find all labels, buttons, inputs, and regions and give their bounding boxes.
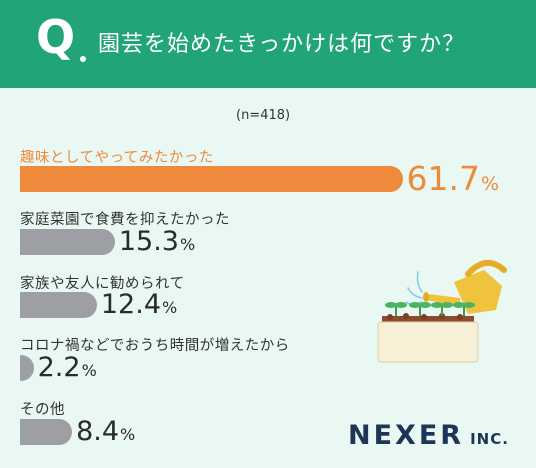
bar-label: コロナ禍などでおうち時間が増えたから (20, 338, 290, 354)
bar-value-label: 61.7% (407, 162, 500, 195)
bar-label: 家族や友人に勧められて (20, 276, 185, 292)
value-number: 8.4 (76, 416, 120, 447)
value-unit: % (162, 298, 178, 317)
planter-box (377, 321, 479, 363)
value-unit: % (481, 173, 500, 195)
q-dot (80, 56, 86, 62)
seedlings (382, 302, 475, 324)
bar-value-label: 2.2% (38, 354, 97, 381)
bar (20, 419, 73, 445)
bar (20, 355, 34, 381)
value-unit: % (179, 235, 196, 254)
bar-label: 家庭菜園で食費を抑えたかった (20, 212, 230, 228)
bar (20, 166, 403, 192)
question-title: 園芸を始めたきっかけは何ですか？ (98, 32, 466, 57)
bar (20, 229, 115, 255)
bar-value-label: 15.3% (119, 228, 195, 255)
value-number: 2.2 (37, 352, 81, 383)
q-mark: Q (36, 10, 76, 64)
value-number: 12.4 (100, 289, 161, 320)
value-number: 61.7 (406, 159, 481, 198)
bar-value-label: 8.4% (76, 418, 135, 445)
bar-value-label: 12.4% (101, 291, 177, 318)
question-header: Q 園芸を始めたきっかけは何ですか？ (0, 0, 536, 88)
value-number: 15.3 (118, 226, 179, 257)
value-unit: % (120, 425, 136, 444)
logo-sub: INC. (470, 430, 509, 448)
logo-main: NEXER (348, 420, 465, 451)
bar-label: その他 (20, 402, 65, 418)
nexer-logo: NEXER INC. (348, 420, 509, 451)
bar (20, 292, 97, 318)
bar-label: 趣味としてやってみたかった (20, 150, 214, 166)
watering-can-seedlings-illustration (377, 260, 507, 363)
value-unit: % (81, 361, 97, 380)
sample-size: (n=418) (236, 108, 291, 123)
water-drops (405, 271, 423, 305)
